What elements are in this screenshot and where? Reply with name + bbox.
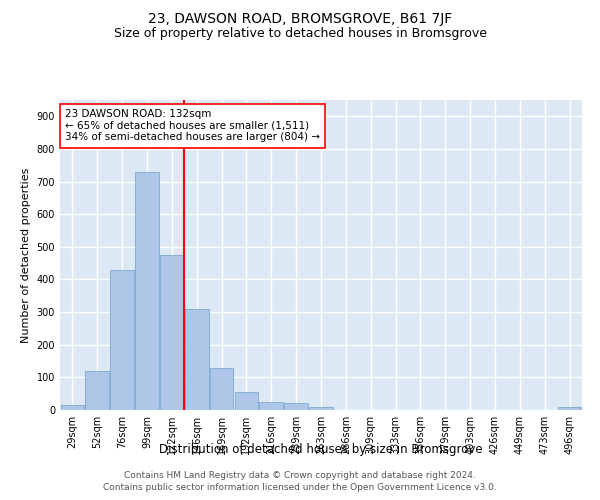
Y-axis label: Number of detached properties: Number of detached properties bbox=[21, 168, 31, 342]
Bar bbox=[160, 255, 184, 410]
Bar bbox=[110, 270, 134, 410]
Bar bbox=[135, 172, 159, 410]
Bar bbox=[558, 406, 581, 410]
Text: Contains HM Land Registry data © Crown copyright and database right 2024.: Contains HM Land Registry data © Crown c… bbox=[124, 471, 476, 480]
Bar bbox=[210, 368, 233, 410]
Bar bbox=[309, 406, 333, 410]
Bar bbox=[259, 402, 283, 410]
Text: Size of property relative to detached houses in Bromsgrove: Size of property relative to detached ho… bbox=[113, 28, 487, 40]
Bar bbox=[235, 392, 258, 410]
Bar bbox=[185, 309, 209, 410]
Text: Contains public sector information licensed under the Open Government Licence v3: Contains public sector information licen… bbox=[103, 484, 497, 492]
Text: 23 DAWSON ROAD: 132sqm
← 65% of detached houses are smaller (1,511)
34% of semi-: 23 DAWSON ROAD: 132sqm ← 65% of detached… bbox=[65, 110, 320, 142]
Text: 23, DAWSON ROAD, BROMSGROVE, B61 7JF: 23, DAWSON ROAD, BROMSGROVE, B61 7JF bbox=[148, 12, 452, 26]
Bar bbox=[284, 404, 308, 410]
Bar bbox=[85, 371, 109, 410]
Bar bbox=[61, 405, 84, 410]
Text: Distribution of detached houses by size in Bromsgrove: Distribution of detached houses by size … bbox=[159, 442, 483, 456]
